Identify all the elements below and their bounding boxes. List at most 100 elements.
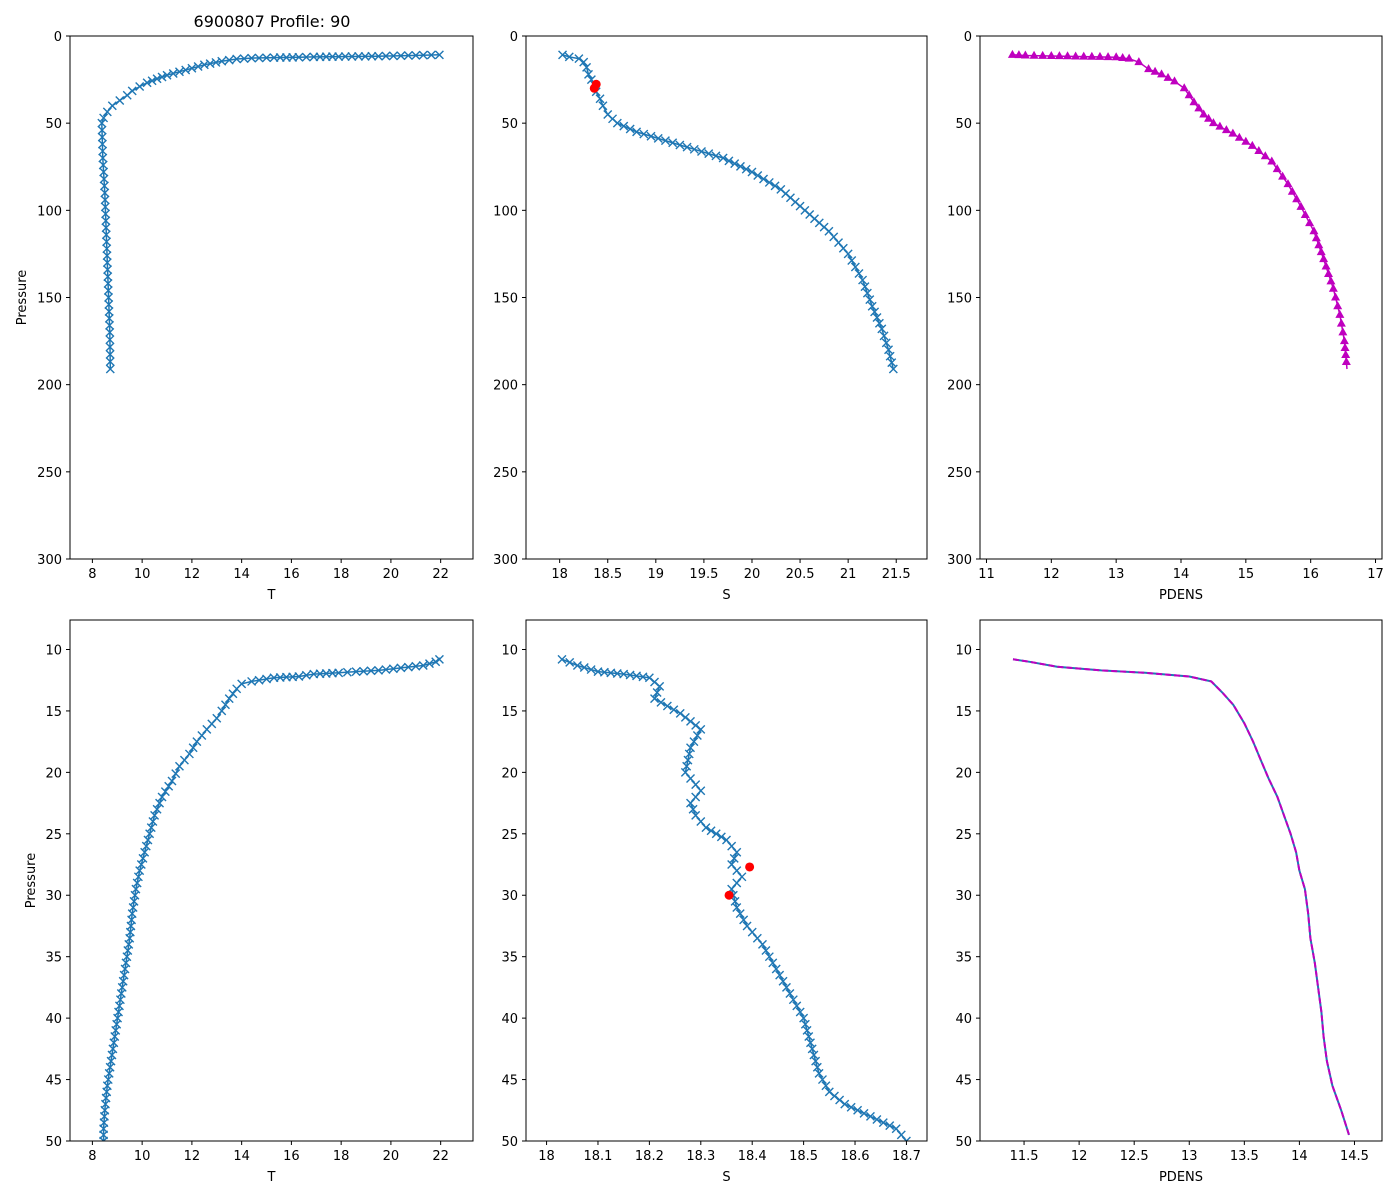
data-point-marker bbox=[564, 52, 574, 62]
data-point-marker bbox=[1014, 50, 1024, 59]
data-point-marker bbox=[735, 161, 745, 171]
data-point-marker bbox=[351, 667, 361, 677]
data-point-marker bbox=[768, 958, 778, 968]
plot-frame bbox=[979, 619, 1383, 1142]
data-point-marker bbox=[1335, 309, 1345, 318]
series-line-dashed-PDENS bbox=[1012, 658, 1350, 1136]
y-tick-label: 15 bbox=[501, 705, 518, 720]
data-point-marker bbox=[99, 1136, 109, 1141]
data-point-marker bbox=[867, 301, 877, 311]
y-tick-label: 10 bbox=[45, 643, 62, 658]
data-point-marker bbox=[711, 829, 721, 839]
data-point-marker bbox=[901, 1136, 911, 1141]
x-tick-label: 10 bbox=[134, 1149, 151, 1164]
data-point-marker bbox=[1287, 186, 1297, 195]
data-point-marker bbox=[105, 335, 115, 345]
data-point-marker bbox=[697, 147, 706, 156]
chart-panel-top-S: 18 18.5 19 19.5 20 20.5 21 21.5 0 50 100 150 200 250 3… bbox=[493, 30, 928, 603]
x-tick-label: 12 bbox=[1043, 567, 1060, 582]
data-point-marker bbox=[104, 306, 114, 316]
data-point-marker bbox=[1247, 140, 1257, 149]
data-point-marker bbox=[792, 1001, 802, 1011]
data-point-marker bbox=[1260, 151, 1270, 160]
data-point-marker bbox=[704, 149, 714, 159]
x-tick-label: 21 bbox=[840, 567, 857, 582]
y-tick-label: 45 bbox=[501, 1074, 518, 1089]
y-tick-label: 40 bbox=[955, 1012, 972, 1027]
data-point-marker bbox=[179, 755, 189, 765]
data-point-marker bbox=[388, 664, 398, 674]
y-tick-label: 100 bbox=[37, 204, 62, 219]
data-point-marker bbox=[865, 1111, 875, 1121]
data-point-marker bbox=[686, 798, 696, 808]
data-point-marker bbox=[775, 970, 785, 980]
data-point-marker bbox=[742, 921, 752, 931]
data-point-marker bbox=[105, 357, 115, 367]
x-tick-label: 14 bbox=[1173, 567, 1190, 582]
data-point-marker bbox=[269, 53, 279, 63]
y-tick-label: 150 bbox=[37, 292, 62, 307]
data-point-marker bbox=[686, 774, 696, 784]
data-point-marker bbox=[692, 731, 702, 740]
x-tick-label: 13 bbox=[1108, 567, 1125, 582]
data-point-marker bbox=[771, 964, 781, 974]
y-tick-label: 35 bbox=[955, 951, 972, 966]
data-point-marker bbox=[874, 318, 884, 328]
plot-area bbox=[557, 654, 911, 1141]
data-point-marker bbox=[846, 1102, 856, 1112]
data-point-marker bbox=[99, 181, 109, 191]
data-point-marker bbox=[157, 72, 167, 82]
x-tick-label: 20.5 bbox=[786, 567, 815, 582]
data-point-marker bbox=[99, 167, 109, 177]
data-point-marker bbox=[152, 804, 162, 814]
x-tick-label: 15 bbox=[1238, 567, 1255, 582]
data-point-marker bbox=[650, 694, 660, 704]
data-point-marker bbox=[239, 54, 249, 64]
data-point-marker bbox=[381, 51, 391, 61]
data-point-marker bbox=[872, 313, 882, 323]
data-point-marker bbox=[795, 1007, 805, 1017]
data-point-marker bbox=[1316, 247, 1326, 256]
data-point-marker bbox=[254, 53, 264, 63]
data-point-marker bbox=[860, 282, 870, 292]
y-tick-label: 50 bbox=[955, 1135, 972, 1150]
data-point-marker bbox=[1046, 51, 1056, 60]
data-point-marker bbox=[388, 51, 398, 61]
y-tick-label: 300 bbox=[493, 553, 518, 568]
data-point-marker bbox=[1341, 350, 1351, 359]
y-tick-label: 15 bbox=[45, 705, 62, 720]
data-point-marker bbox=[1071, 51, 1081, 60]
data-point-marker bbox=[770, 181, 780, 191]
data-point-marker bbox=[632, 127, 642, 137]
data-point-marker bbox=[155, 798, 165, 808]
x-axis-label: PDENS bbox=[1159, 588, 1203, 603]
data-point-marker bbox=[696, 786, 706, 796]
data-point-marker bbox=[115, 96, 125, 105]
data-point-marker bbox=[403, 51, 413, 61]
data-point-marker bbox=[761, 946, 771, 956]
data-point-marker bbox=[167, 776, 177, 786]
data-point-marker bbox=[100, 195, 110, 205]
x-tick-label: 11 bbox=[978, 567, 995, 582]
data-point-marker bbox=[788, 995, 798, 1005]
plot-frame bbox=[69, 619, 474, 1142]
data-point-marker bbox=[656, 697, 666, 707]
x-tick-label: 8 bbox=[88, 1149, 96, 1164]
y-tick-label: 25 bbox=[955, 828, 972, 843]
y-axis-label: Pressure bbox=[24, 853, 39, 909]
y-tick-label: 45 bbox=[955, 1074, 972, 1089]
y-tick-label: 250 bbox=[493, 466, 518, 481]
data-point-marker bbox=[691, 780, 701, 790]
data-point-marker bbox=[735, 909, 745, 919]
data-point-marker bbox=[1228, 128, 1238, 137]
x-tick-label: 22 bbox=[432, 567, 449, 582]
x-axis-label: S bbox=[722, 1170, 730, 1185]
data-point-marker bbox=[98, 160, 108, 170]
data-point-marker bbox=[97, 118, 107, 128]
data-point-marker bbox=[1340, 343, 1350, 352]
data-point-marker bbox=[269, 673, 279, 683]
data-point-marker bbox=[574, 54, 584, 64]
data-point-marker bbox=[865, 295, 875, 305]
x-tick-label: 18.2 bbox=[635, 1149, 664, 1164]
x-tick-label: 20 bbox=[383, 1149, 400, 1164]
